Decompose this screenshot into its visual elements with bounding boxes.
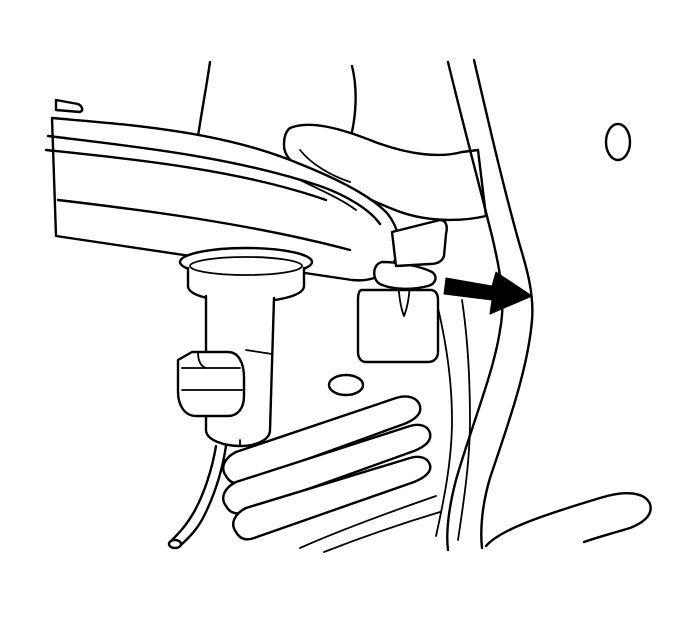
- floor-oval-hole: [327, 373, 365, 397]
- mounting-bracket: [356, 269, 440, 364]
- wire-lead: [167, 444, 228, 550]
- upper-bracket: [282, 123, 488, 222]
- panel-hole: [604, 122, 632, 162]
- sensor-body: [176, 294, 276, 448]
- pillar-panel: [435, 58, 534, 552]
- direction-arrow: [443, 271, 533, 315]
- lower-right-trim: [484, 492, 652, 548]
- floor-panel-ribs: [222, 395, 441, 553]
- lever-arm: [44, 98, 400, 282]
- retaining-clip: [373, 218, 448, 290]
- pivot-bushing: [178, 246, 314, 304]
